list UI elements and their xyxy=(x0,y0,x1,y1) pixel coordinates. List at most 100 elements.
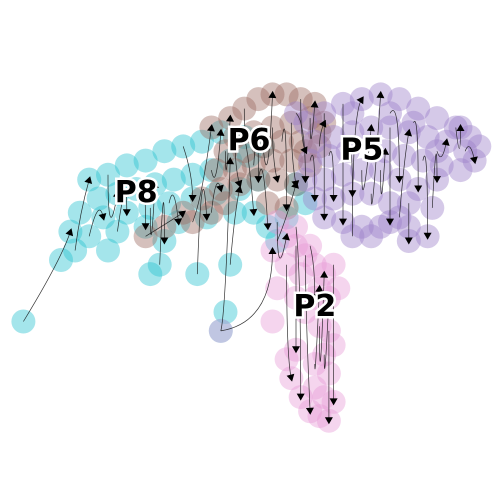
arrowhead-p8-39 xyxy=(235,185,243,194)
arrowhead-p6-6 xyxy=(216,184,224,193)
streamline-p2-3 xyxy=(276,222,287,259)
arrowhead-p5-39 xyxy=(404,237,413,245)
point-p2-15 xyxy=(293,300,318,324)
point-p5-0 xyxy=(293,110,318,135)
arrowhead-p6-39 xyxy=(319,119,327,128)
point-p5-45 xyxy=(349,214,374,239)
arrowhead-p6-0 xyxy=(178,210,186,218)
point-p5-11 xyxy=(321,125,346,149)
arrowhead-p8-45 xyxy=(263,223,272,231)
point-p8-2 xyxy=(114,153,139,178)
arrowhead-p8-21 xyxy=(160,237,169,245)
streamline-p8-0 xyxy=(23,231,71,322)
velocity-arrowheads-layer xyxy=(65,90,478,425)
point-p5-5 xyxy=(387,87,412,112)
streamline-p5-0 xyxy=(295,113,306,180)
point-p2-26 xyxy=(307,404,332,429)
streamline-p8-45 xyxy=(258,168,269,227)
point-p2-10 xyxy=(265,276,290,301)
arrowhead-p5-54 xyxy=(456,124,465,131)
cluster-label-p2: P2 xyxy=(293,289,336,324)
arrowhead-p5-24 xyxy=(376,90,385,99)
streamline-p8-36 xyxy=(220,160,231,331)
streamline-p6-9 xyxy=(225,118,231,171)
point-p6-3 xyxy=(246,87,271,112)
point-p8-36 xyxy=(96,238,120,263)
point-p6-15 xyxy=(232,139,257,164)
arrowhead-p6-21 xyxy=(268,90,277,99)
streamline-p5-48 xyxy=(431,153,438,208)
streamline-p8-9 xyxy=(107,174,118,218)
arrowhead-p2-9 xyxy=(292,346,300,354)
point-p5-56 xyxy=(340,101,365,126)
arrowhead-p8-42 xyxy=(249,208,258,217)
streamline-p2-0 xyxy=(220,250,273,332)
arrowhead-p6-36 xyxy=(310,100,319,108)
point-p2-23 xyxy=(312,385,337,410)
streamline-p6-0 xyxy=(145,212,184,237)
streamline-p5-3 xyxy=(309,154,316,199)
streamline-p5-36 xyxy=(399,132,410,218)
streamline-p2-6 xyxy=(286,264,292,379)
arrowhead-p5-30 xyxy=(386,218,394,226)
point-p5-7 xyxy=(425,106,449,131)
streamline-p2-15 xyxy=(305,255,311,412)
arrowhead-p8-9 xyxy=(112,190,121,198)
streamline-p6-21 xyxy=(262,94,273,166)
arrowhead-p8-0 xyxy=(65,228,74,237)
streamline-p8-3 xyxy=(74,179,90,251)
arrowhead-p8-15 xyxy=(141,223,150,231)
point-p5-24 xyxy=(392,143,417,168)
streamline-p8-24 xyxy=(168,194,179,223)
arrowhead-p5-48 xyxy=(433,176,441,184)
point-p6-37 xyxy=(255,191,280,216)
streamline-p2-27 xyxy=(323,297,330,369)
streamline-p8-39 xyxy=(229,188,240,265)
streamline-p8-48 xyxy=(276,184,297,242)
point-p2-14 xyxy=(326,276,351,301)
arrowhead-p6-15 xyxy=(248,129,256,138)
arrowhead-p6-24 xyxy=(272,175,281,183)
point-p5-46 xyxy=(368,214,393,239)
arrowhead-p6-12 xyxy=(234,179,243,188)
arrowhead-p5-9 xyxy=(329,195,338,202)
point-p8-8 xyxy=(86,186,111,211)
point-p8-3 xyxy=(133,148,158,173)
streamline-p5-45 xyxy=(422,155,428,237)
arrowhead-p5-12 xyxy=(339,218,347,226)
streamline-p6-30 xyxy=(290,122,297,185)
point-p6-20 xyxy=(204,158,229,183)
arrowhead-p5-33 xyxy=(395,176,404,184)
point-p5-10 xyxy=(302,129,327,154)
point-p2-35 xyxy=(298,233,323,258)
point-p8-18 xyxy=(67,200,92,225)
arrowhead-p8-12 xyxy=(122,209,131,217)
arrowhead-p5-45 xyxy=(423,232,432,240)
arrowhead-p8-24 xyxy=(174,218,183,226)
streamline-p8-12 xyxy=(117,192,128,232)
arrowhead-p5-6 xyxy=(320,213,329,221)
arrowhead-p2-24 xyxy=(320,270,329,278)
point-p2-32 xyxy=(260,309,285,334)
point-p5-26 xyxy=(429,153,454,178)
arrowhead-p5-18 xyxy=(356,96,364,105)
point-p8-6 xyxy=(190,129,214,154)
arrowhead-p5-15 xyxy=(348,190,357,198)
streamline-p6-3 xyxy=(192,127,212,223)
point-p8-44 xyxy=(213,300,238,324)
cluster-label-p8: P8 xyxy=(115,175,158,210)
streamline-p8-27 xyxy=(182,146,193,199)
arrowhead-p6-30 xyxy=(291,180,300,188)
arrowhead-p8-3 xyxy=(84,176,93,184)
arrowhead-p5-21 xyxy=(366,124,375,132)
point-p8-12 xyxy=(161,167,186,192)
streamline-p6-36 xyxy=(309,103,316,140)
arrowhead-p8-33 xyxy=(216,128,225,136)
point-p6-39 xyxy=(213,191,238,216)
arrowhead-p5-51 xyxy=(441,138,450,146)
point-p8-4 xyxy=(152,139,177,164)
arrowhead-p5-27 xyxy=(381,147,390,155)
arrowhead-p8-18 xyxy=(150,180,159,188)
arrowhead-p2-15 xyxy=(305,407,314,415)
